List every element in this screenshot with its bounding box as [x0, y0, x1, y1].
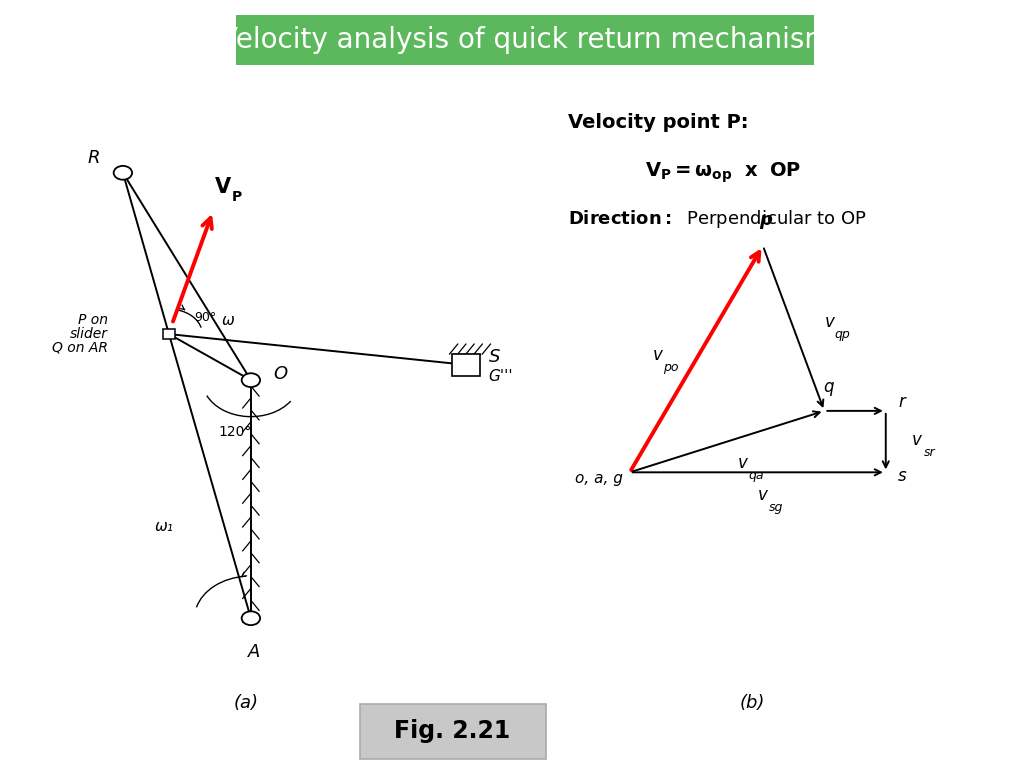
Text: Velocity point P:: Velocity point P: — [568, 114, 749, 132]
Text: O: O — [273, 365, 288, 383]
FancyBboxPatch shape — [360, 704, 546, 759]
Text: v: v — [758, 486, 768, 505]
Text: G''': G''' — [488, 369, 513, 384]
Text: p: p — [760, 211, 772, 229]
Text: slider: slider — [70, 327, 108, 341]
Text: P: P — [231, 190, 242, 204]
Text: s: s — [898, 467, 906, 485]
Text: v: v — [911, 431, 922, 449]
Text: ω₁: ω₁ — [155, 518, 173, 534]
Text: v: v — [824, 313, 835, 331]
Text: S: S — [488, 348, 500, 366]
Bar — [452, 354, 480, 376]
Text: (b): (b) — [740, 694, 765, 712]
Text: Velocity analysis of quick return mechanism: Velocity analysis of quick return mechan… — [219, 26, 831, 55]
Bar — [236, 15, 814, 65]
Bar — [163, 329, 175, 339]
Text: $\mathbf{V_P = \omega_{op}}$  $\mathbf{x\ \ OP}$: $\mathbf{V_P = \omega_{op}}$ $\mathbf{x\… — [645, 161, 802, 185]
Text: 90°: 90° — [195, 311, 217, 323]
Text: q: q — [823, 378, 834, 396]
Text: Q on AR: Q on AR — [51, 341, 108, 355]
Text: P on: P on — [78, 313, 108, 327]
Text: Fig. 2.21: Fig. 2.21 — [394, 719, 511, 743]
Text: A: A — [248, 643, 260, 660]
Text: v: v — [652, 346, 663, 364]
Text: o, a, g: o, a, g — [575, 471, 623, 486]
Text: v: v — [737, 454, 748, 472]
Text: r: r — [899, 392, 905, 411]
Text: ω: ω — [222, 313, 234, 328]
Text: sr: sr — [924, 446, 936, 458]
Text: qa: qa — [748, 469, 764, 482]
Circle shape — [242, 373, 260, 387]
Text: R: R — [88, 149, 100, 167]
Text: V: V — [215, 177, 231, 197]
Circle shape — [242, 611, 260, 625]
Text: $\mathbf{Direction:}$  Perpendicular to OP: $\mathbf{Direction:}$ Perpendicular to O… — [568, 208, 867, 230]
Circle shape — [114, 166, 132, 180]
Text: sg: sg — [769, 502, 783, 514]
Text: po: po — [663, 361, 679, 374]
Text: (a): (a) — [233, 694, 258, 712]
Text: qp: qp — [835, 328, 851, 341]
Text: 120°: 120° — [219, 425, 252, 439]
